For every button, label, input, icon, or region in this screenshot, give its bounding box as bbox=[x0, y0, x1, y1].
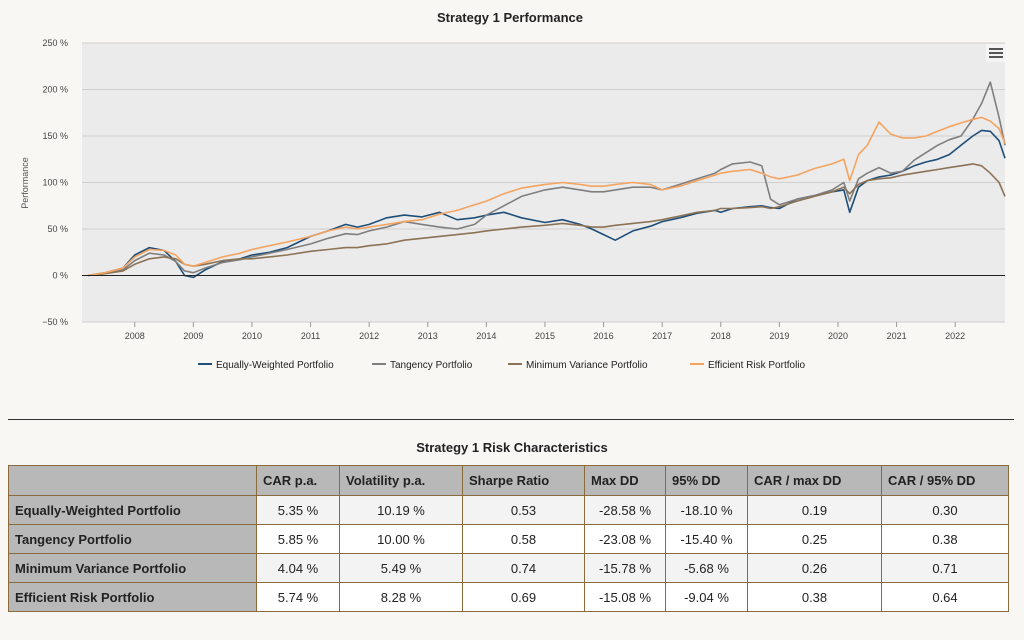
table-cell: -23.08 % bbox=[584, 524, 666, 554]
x-tick-label: 2021 bbox=[887, 331, 907, 341]
header-volatility: Volatility p.a. bbox=[339, 465, 463, 496]
legend-item[interactable]: Minimum Variance Portfolio bbox=[508, 360, 648, 371]
x-tick-label: 2011 bbox=[301, 331, 320, 341]
x-tick-label: 2016 bbox=[594, 331, 614, 341]
performance-chart-svg: Strategy 1 Performance 2008 2009 2010 2011 2… bbox=[20, 10, 1006, 371]
table-cell: -15.08 % bbox=[584, 582, 666, 612]
table-cell: 8.28 % bbox=[339, 582, 463, 612]
table-cell: -9.04 % bbox=[665, 582, 748, 612]
table-cell: 5.85 % bbox=[256, 524, 340, 554]
table-cell: 0.69 bbox=[462, 582, 585, 612]
x-tick-label: 2012 bbox=[359, 331, 379, 341]
hamburger-menu-icon[interactable] bbox=[986, 44, 1006, 62]
table-cell: 0.26 bbox=[747, 553, 882, 583]
legend-item[interactable]: Equally-Weighted Portfolio bbox=[198, 360, 334, 371]
table-cell: 0.38 bbox=[881, 524, 1009, 554]
table-cell: -5.68 % bbox=[665, 553, 748, 583]
legend-label: Minimum Variance Portfolio bbox=[526, 360, 648, 371]
x-tick-label: 2015 bbox=[535, 331, 555, 341]
x-tick-label: 2013 bbox=[418, 331, 438, 341]
table-cell: -28.58 % bbox=[584, 495, 666, 525]
series-line-tangency-portfolio bbox=[87, 81, 1006, 277]
table-cell: 0.19 bbox=[747, 495, 882, 525]
header-car-95-dd: CAR / 95% DD bbox=[881, 465, 1009, 496]
table-cell: 5.74 % bbox=[256, 582, 340, 612]
table-cell: 0.53 bbox=[462, 495, 585, 525]
performance-chart: Strategy 1 Performance 2008 2009 2010 2011 2… bbox=[20, 10, 1006, 371]
table-cell: 5.35 % bbox=[256, 495, 340, 525]
table-row: Equally-Weighted Portfolio 5.35 % 10.19 … bbox=[8, 495, 1009, 525]
table-cell: -15.78 % bbox=[584, 553, 666, 583]
x-tick-label: 2018 bbox=[711, 331, 731, 341]
series-lines bbox=[87, 81, 1006, 279]
x-tick-label: 2017 bbox=[652, 331, 672, 341]
table-cell: 10.19 % bbox=[339, 495, 463, 525]
table-cell: 0.71 bbox=[881, 553, 1009, 583]
x-tick-label: 2009 bbox=[183, 331, 203, 341]
table-cell: -15.40 % bbox=[665, 524, 748, 554]
row-label: Equally-Weighted Portfolio bbox=[8, 495, 257, 525]
table-cell: 0.38 bbox=[747, 582, 882, 612]
table-cell: 10.00 % bbox=[339, 524, 463, 554]
y-tick-label: 0 % bbox=[52, 271, 68, 281]
x-tick-label: 2022 bbox=[945, 331, 965, 341]
chart-legend: Equally-Weighted Portfolio Tangency Portf… bbox=[198, 360, 806, 371]
table-cell: 0.74 bbox=[462, 553, 585, 583]
legend-item[interactable]: Efficient Risk Portfolio bbox=[690, 360, 806, 371]
table-row: Minimum Variance Portfolio 4.04 % 5.49 %… bbox=[8, 553, 1009, 583]
row-label: Efficient Risk Portfolio bbox=[8, 582, 257, 612]
y-tick-label: 50 % bbox=[47, 224, 68, 234]
table-header-row: CAR p.a. Volatility p.a. Sharpe Ratio Ma… bbox=[8, 465, 1009, 496]
legend-label: Tangency Portfolio bbox=[390, 360, 473, 371]
section-divider bbox=[8, 419, 1014, 420]
table-row: Tangency Portfolio 5.85 % 10.00 % 0.58 -… bbox=[8, 524, 1009, 554]
y-tick-label: 150 % bbox=[42, 131, 68, 141]
x-tick-label: 2010 bbox=[242, 331, 262, 341]
x-tick-label: 2008 bbox=[125, 331, 145, 341]
y-axis-ticks: −50 % 0 % 50 % 100 % 150 % 200 % 250 % bbox=[42, 38, 68, 327]
series-line-minimum-variance-portfolio bbox=[87, 163, 1006, 277]
risk-characteristics-table: CAR p.a. Volatility p.a. Sharpe Ratio Ma… bbox=[8, 465, 1009, 612]
header-car-max-dd: CAR / max DD bbox=[747, 465, 882, 496]
table-cell: 0.30 bbox=[881, 495, 1009, 525]
grid-lines bbox=[82, 42, 1005, 323]
chart-title: Strategy 1 Performance bbox=[437, 10, 583, 25]
x-tick-label: 2020 bbox=[828, 331, 848, 341]
table-cell: 0.25 bbox=[747, 524, 882, 554]
x-axis-ticks: 2008 2009 2010 2011 2012 2013 2014 2015 2016 2017… bbox=[125, 322, 965, 341]
legend-item[interactable]: Tangency Portfolio bbox=[372, 360, 473, 371]
table-row: Efficient Risk Portfolio 5.74 % 8.28 % 0… bbox=[8, 582, 1009, 612]
header-95-dd: 95% DD bbox=[665, 465, 748, 496]
table-title: Strategy 1 Risk Characteristics bbox=[416, 440, 608, 455]
table-cell: 4.04 % bbox=[256, 553, 340, 583]
legend-label: Equally-Weighted Portfolio bbox=[216, 360, 334, 371]
row-label: Tangency Portfolio bbox=[8, 524, 257, 554]
header-max-dd: Max DD bbox=[584, 465, 666, 496]
table-cell: 0.58 bbox=[462, 524, 585, 554]
header-corner bbox=[8, 465, 257, 496]
x-tick-label: 2019 bbox=[769, 331, 789, 341]
header-car: CAR p.a. bbox=[256, 465, 340, 496]
table-cell: -18.10 % bbox=[665, 495, 748, 525]
table-cell: 0.64 bbox=[881, 582, 1009, 612]
y-tick-label: 200 % bbox=[42, 85, 68, 95]
y-tick-label: 250 % bbox=[42, 38, 68, 48]
table-cell: 5.49 % bbox=[339, 553, 463, 583]
y-tick-label: −50 % bbox=[42, 317, 68, 327]
x-tick-label: 2014 bbox=[476, 331, 496, 341]
y-tick-label: 100 % bbox=[42, 178, 68, 188]
y-axis-title: Performance bbox=[20, 157, 30, 209]
header-sharpe-ratio: Sharpe Ratio bbox=[462, 465, 585, 496]
row-label: Minimum Variance Portfolio bbox=[8, 553, 257, 583]
series-line-efficient-risk-portfolio bbox=[87, 116, 1006, 277]
legend-label: Efficient Risk Portfolio bbox=[708, 360, 806, 371]
